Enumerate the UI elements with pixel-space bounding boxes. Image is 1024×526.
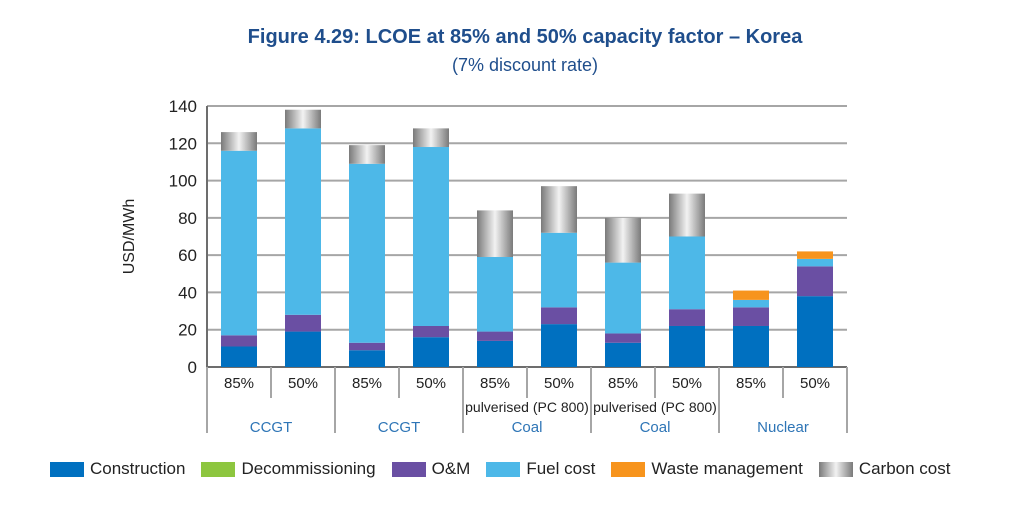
bar-segment-o-m xyxy=(477,331,513,341)
bar-segment-carbon-cost xyxy=(669,193,705,237)
bar-segment-o-m xyxy=(605,333,641,343)
bar-segment-construction xyxy=(477,340,513,367)
x-tick-label: 50% xyxy=(800,375,830,392)
group-label: Coal xyxy=(512,419,543,436)
bar-segment-o-m xyxy=(541,307,577,325)
bar-segment-fuel-cost xyxy=(797,258,833,267)
bar-segment-fuel-cost xyxy=(413,147,449,326)
y-tick-label: 20 xyxy=(178,321,197,340)
legend-swatch xyxy=(50,461,84,477)
legend-swatch xyxy=(201,461,236,477)
bar-segment-construction xyxy=(541,324,577,367)
legend-swatch xyxy=(391,461,426,477)
bar-segment-construction xyxy=(349,350,385,367)
legend-swatch xyxy=(611,461,646,477)
bar-segment-o-m xyxy=(349,342,385,351)
bar-segment-fuel-cost xyxy=(605,262,641,334)
x-tick-label: 85% xyxy=(608,375,638,392)
x-tick-label: 85% xyxy=(352,375,382,392)
bar-segment-waste-management xyxy=(797,251,833,259)
bar-segment-fuel-cost xyxy=(349,163,385,343)
bar-segment-carbon-cost xyxy=(349,145,385,164)
bar-segment-o-m xyxy=(797,266,833,297)
chart-title: Figure 4.29: LCOE at 85% and 50% capacit… xyxy=(247,26,803,48)
bar-segment-construction xyxy=(669,325,705,367)
bar-segment-construction xyxy=(733,325,769,367)
bar-segment-o-m xyxy=(413,325,449,338)
y-tick-label: 0 xyxy=(188,358,197,377)
bar-segment-carbon-cost xyxy=(477,210,513,258)
legend-item: Fuel cost xyxy=(486,459,595,479)
bar-segment-fuel-cost xyxy=(285,128,321,315)
x-tick-label: 50% xyxy=(416,375,446,392)
y-axis-title: USD/MWh xyxy=(121,199,138,275)
bar-segment-waste-management xyxy=(733,290,769,300)
x-tick-label: 50% xyxy=(544,375,574,392)
group-label: CCGT xyxy=(378,419,421,436)
y-tick-label: 100 xyxy=(169,172,197,191)
bar-segment-construction xyxy=(797,296,833,367)
legend-label: O&M xyxy=(431,459,471,478)
bar-segment-carbon-cost xyxy=(605,217,641,263)
y-tick-label: 120 xyxy=(169,134,197,153)
legend-swatch xyxy=(818,461,853,477)
legend-label: Construction xyxy=(90,459,186,478)
bar-segment-o-m xyxy=(669,309,705,326)
bar-segment-carbon-cost xyxy=(413,128,449,148)
bar-segment-carbon-cost xyxy=(221,132,257,151)
group-label: Nuclear xyxy=(757,419,809,436)
legend-label: Carbon cost xyxy=(858,459,951,478)
legend-label: Waste management xyxy=(651,459,803,478)
legend-label: Decommissioning xyxy=(241,459,376,478)
legend-label: Fuel cost xyxy=(526,459,596,478)
bar-segment-construction xyxy=(221,346,257,367)
bar-segment-construction xyxy=(605,342,641,367)
legend-item: O&M xyxy=(391,459,471,479)
y-tick-label: 140 xyxy=(169,97,197,116)
x-tick-label: 50% xyxy=(672,375,702,392)
bar-segment-carbon-cost xyxy=(285,109,321,129)
y-tick-label: 40 xyxy=(178,283,197,302)
y-tick-label: 80 xyxy=(178,209,197,228)
y-tick-label: 60 xyxy=(178,246,197,265)
bar-segment-carbon-cost xyxy=(541,186,577,233)
bar-segment-o-m xyxy=(285,314,321,332)
bar-segment-fuel-cost xyxy=(221,150,257,336)
bar-segment-o-m xyxy=(221,335,257,347)
legend-item: Construction xyxy=(50,459,185,479)
bar-segment-construction xyxy=(413,337,449,367)
chart-legend: Construction Decommissioning O&M Fuel cost W… xyxy=(50,459,967,479)
bar-segment-fuel-cost xyxy=(733,299,769,308)
x-tick-label: 85% xyxy=(736,375,766,392)
group-sublabel: pulverised (PC 800) xyxy=(593,399,717,415)
legend-swatch xyxy=(486,461,521,477)
bar-segment-fuel-cost xyxy=(669,236,705,310)
chart-subtitle: (7% discount rate) xyxy=(451,55,599,75)
group-sublabel: pulverised (PC 800) xyxy=(465,399,589,415)
legend-item: Carbon cost xyxy=(818,459,951,479)
x-tick-label: 50% xyxy=(288,375,318,392)
bar-segment-o-m xyxy=(733,307,769,326)
legend-item: Decommissioning xyxy=(201,459,376,479)
bar-segment-fuel-cost xyxy=(477,257,513,332)
bar-segment-fuel-cost xyxy=(541,232,577,308)
x-tick-label: 85% xyxy=(480,375,510,392)
group-label: Coal xyxy=(640,419,671,436)
legend-item: Waste management xyxy=(611,459,803,479)
group-label: CCGT xyxy=(250,419,293,436)
bar-segment-construction xyxy=(285,331,321,367)
x-tick-label: 85% xyxy=(224,375,254,392)
